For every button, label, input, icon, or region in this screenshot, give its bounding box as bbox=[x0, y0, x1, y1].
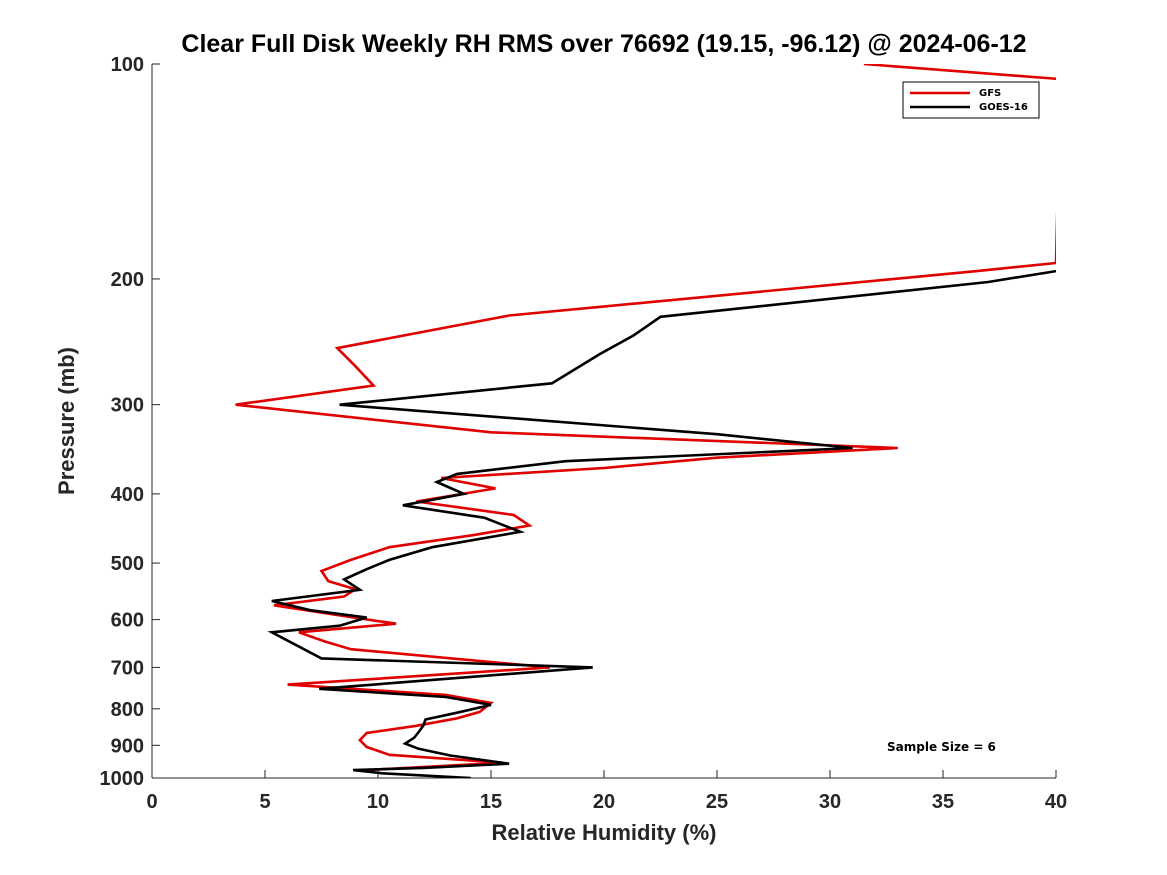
x-tick-label: 20 bbox=[593, 791, 615, 813]
x-tick-label: 40 bbox=[1045, 791, 1067, 813]
x-tick-label: 30 bbox=[819, 791, 841, 813]
series-line-goes16 bbox=[267, 269, 1056, 778]
ticks: 0 5 10 15 20 25 30 35 40 100 200 300 400 500 600 700 800… bbox=[100, 54, 1068, 813]
y-tick-label: 700 bbox=[111, 657, 144, 679]
x-axis-label: Relative Humidity (%) bbox=[492, 820, 717, 845]
x-tick-label: 25 bbox=[706, 791, 728, 813]
y-tick-label: 800 bbox=[111, 699, 144, 721]
y-tick-label: 300 bbox=[111, 395, 144, 417]
y-tick-label: 400 bbox=[111, 484, 144, 506]
x-tick-label: 35 bbox=[932, 791, 954, 813]
y-tick-label: 900 bbox=[111, 735, 144, 757]
x-tick-label: 5 bbox=[259, 791, 270, 813]
y-tick-label: 500 bbox=[111, 553, 144, 575]
legend: GFS GOES-16 bbox=[902, 81, 1040, 119]
y-tick-label: 1000 bbox=[100, 768, 145, 790]
series bbox=[235, 64, 1056, 778]
y-axis-label: Pressure (mb) bbox=[54, 347, 79, 495]
x-tick-label: 0 bbox=[146, 791, 157, 813]
series-line-gfs bbox=[235, 64, 1056, 772]
legend-box bbox=[902, 81, 1040, 119]
x-tick-label: 15 bbox=[480, 791, 502, 813]
legend-label-goes16: GOES-16 bbox=[979, 102, 1028, 113]
y-tick-label: 600 bbox=[111, 610, 144, 632]
y-tick-label: 100 bbox=[111, 54, 144, 76]
chart-title: Clear Full Disk Weekly RH RMS over 76692… bbox=[181, 30, 1026, 58]
y-tick-label: 200 bbox=[111, 269, 144, 291]
sample-size-annotation: Sample Size = 6 bbox=[887, 740, 996, 754]
legend-label-gfs: GFS bbox=[979, 88, 1001, 99]
x-tick-label: 10 bbox=[367, 791, 389, 813]
